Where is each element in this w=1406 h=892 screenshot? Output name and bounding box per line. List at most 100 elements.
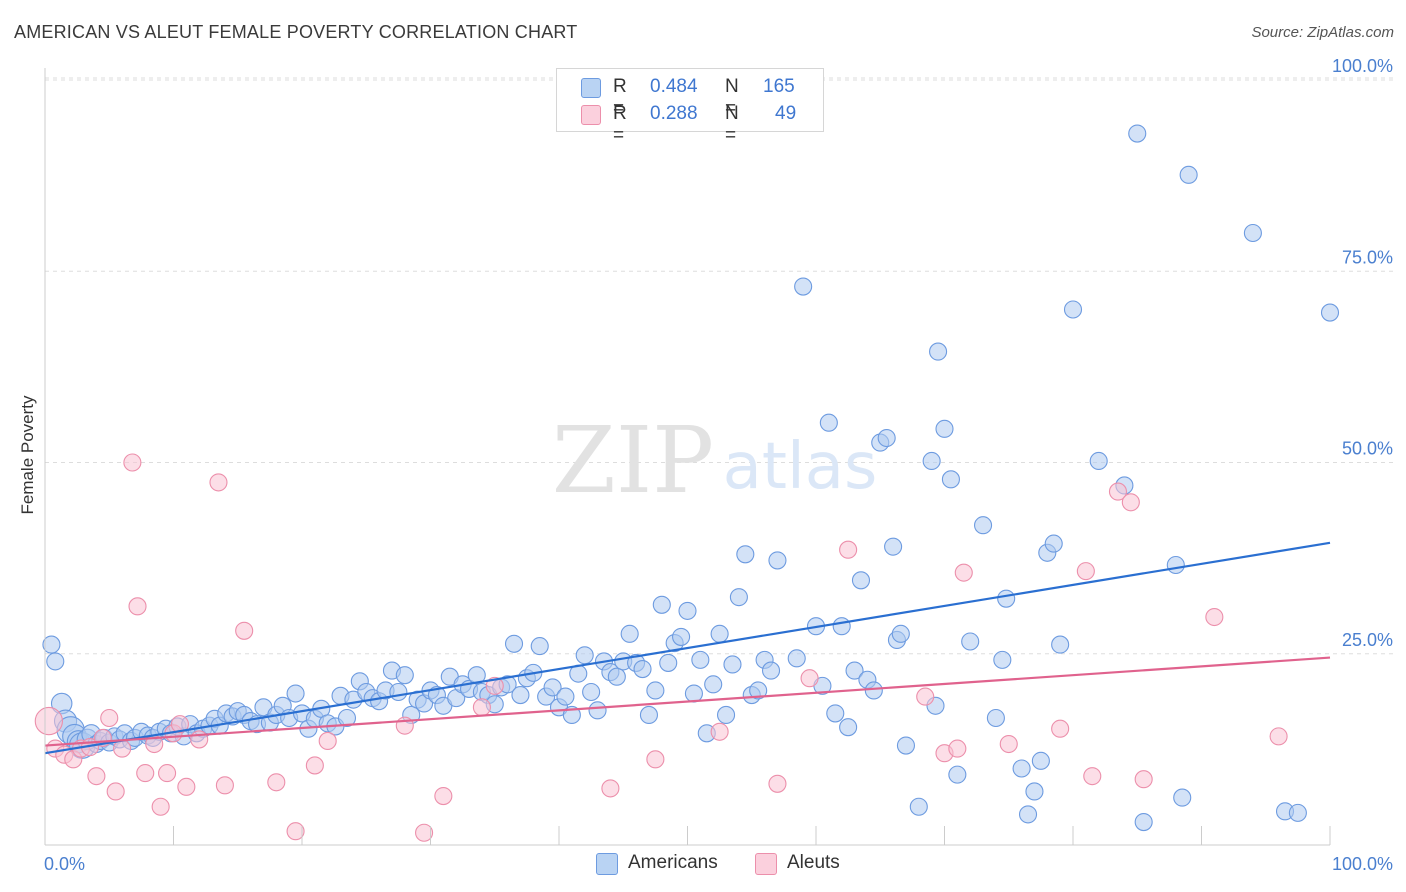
aleut-point [151, 797, 170, 816]
legend-n-value: 49 [775, 103, 797, 124]
american-point [851, 571, 871, 590]
aleut-point [948, 739, 967, 758]
trend-lines [44, 541, 1331, 755]
american-point [543, 678, 562, 697]
american-point [530, 637, 549, 656]
american-point [997, 589, 1016, 608]
american-point [389, 682, 408, 702]
american-point [582, 682, 601, 702]
aleut-point [170, 715, 189, 734]
american-point [395, 666, 414, 685]
american-point [42, 635, 61, 654]
aleut-point [999, 734, 1018, 754]
aleut-point [1108, 482, 1128, 501]
legend-label-aleuts: Aleuts [787, 852, 840, 873]
aleut-point [1051, 719, 1070, 738]
american-point [826, 704, 845, 723]
american-point [659, 653, 678, 672]
american-point [556, 687, 575, 706]
aleut-point [177, 777, 196, 796]
legend-r-value: 0.484 [650, 76, 698, 97]
legend-r-label: R = [613, 103, 627, 146]
chart-title: AMERICAN VS ALEUT FEMALE POVERTY CORRELA… [14, 22, 578, 42]
legend-n-label: N = [725, 76, 739, 119]
american-point [646, 681, 665, 700]
american-point [961, 632, 980, 651]
aleut-point [100, 708, 119, 728]
aleut-point [800, 669, 819, 688]
american-point [633, 659, 652, 679]
american-point [723, 655, 742, 674]
american-point [1025, 782, 1044, 801]
american-point [1044, 534, 1063, 553]
aleut-point [710, 722, 729, 741]
american-point [973, 516, 993, 535]
legend-n-value: 165 [763, 76, 795, 97]
aleut-point [601, 779, 620, 798]
american-point [993, 650, 1012, 669]
american-point [620, 624, 639, 643]
american-point [736, 545, 755, 564]
aleut-point [190, 730, 209, 749]
american-trend-line [44, 541, 1331, 755]
american-point [704, 675, 723, 694]
aleut-point [286, 822, 305, 841]
american-point [864, 681, 883, 700]
american-point [761, 661, 781, 680]
american-point [1288, 803, 1307, 822]
aleut-point [839, 540, 858, 559]
aleut-point [1083, 767, 1102, 786]
aleut-point [128, 597, 147, 616]
aleut-point [209, 473, 228, 492]
aleut-point [415, 823, 434, 842]
american-point [1051, 635, 1070, 654]
american-point [929, 342, 948, 361]
watermark-atlas: atlas [723, 430, 878, 504]
american-point [941, 470, 960, 489]
legend-label-americans: Americans [628, 852, 718, 873]
american-point [896, 736, 916, 755]
aleut-point [318, 731, 337, 751]
aleut-trend-line [44, 656, 1331, 747]
aleut-point [434, 786, 453, 806]
aleut-point [1269, 727, 1288, 746]
american-point [46, 652, 65, 671]
american-point [794, 277, 813, 296]
american-point [672, 627, 691, 646]
american-point [286, 684, 305, 703]
american-point [1089, 451, 1108, 471]
x-tick-label: 100.0% [1332, 854, 1393, 874]
american-point [1320, 303, 1340, 322]
american-point [1173, 788, 1192, 807]
x-tick-label: 0.0% [44, 854, 85, 874]
american-point [691, 650, 710, 669]
aleut-point [768, 774, 787, 793]
american-point [884, 537, 903, 556]
y-tick-label: 75.0% [1342, 247, 1393, 267]
aleut-point [954, 563, 973, 582]
american-point [684, 684, 703, 703]
american-point [891, 624, 910, 643]
y-tick-label: 50.0% [1342, 439, 1393, 459]
american-point [511, 686, 530, 705]
aleut-point [1134, 770, 1153, 789]
american-point [845, 661, 864, 680]
american-point [678, 601, 697, 620]
american-point [935, 419, 954, 438]
aleut-point [1205, 607, 1224, 627]
legend-swatch-americans [581, 78, 601, 98]
legend-swatch-aleuts [755, 853, 777, 875]
aleut-point [235, 621, 254, 640]
y-tick-label: 25.0% [1342, 630, 1393, 650]
american-point [1012, 759, 1031, 778]
american-point [710, 624, 729, 643]
american-point [787, 649, 806, 668]
legend-r-label: R = [613, 76, 627, 119]
american-point [575, 646, 594, 665]
aleut-point [472, 698, 491, 717]
american-point [986, 708, 1005, 728]
aleut-point [485, 676, 504, 695]
aleut-point [158, 764, 177, 783]
aleut-point [106, 782, 125, 801]
